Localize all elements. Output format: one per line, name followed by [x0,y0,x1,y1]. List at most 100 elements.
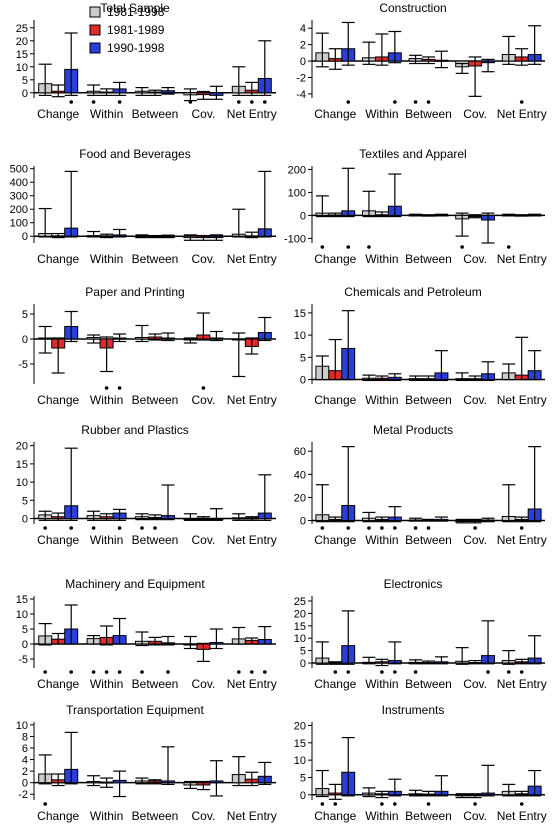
x-category-label: Within [365,393,398,407]
significance-dot [250,670,254,674]
panel-title: Machinery and Equipment [65,577,205,591]
x-category-label: Change [314,252,356,266]
x-category-label: Between [132,533,179,547]
significance-dot [519,100,524,104]
y-tick-label: 0 [300,210,306,222]
x-category-label: Change [37,533,79,547]
significance-dot [426,100,431,104]
y-tick-label: 15 [294,308,306,320]
legend-item: 1981-1998 [89,5,165,19]
x-category-label: Net Entry [227,107,277,121]
significance-dot [91,670,96,674]
y-tick-label: 300 [10,191,28,203]
legend-swatch [89,42,101,54]
x-category-label: Within [90,809,123,823]
panel-title: Electronics [384,577,443,591]
significance-dot [201,386,206,390]
y-tick-label: 0 [300,790,306,802]
x-category-label: Change [37,393,79,407]
significance-dot [104,670,109,674]
significance-dot [380,802,384,806]
panel: Paper and Printing -5 0 5 Change Within Betwee… [18,285,277,407]
y-tick-label: 10 [294,330,306,342]
significance-dot [104,386,109,390]
legend-label: 1981-1998 [107,5,165,19]
panel-title: Chemicals and Petroleum [344,285,481,299]
x-category-label: Change [37,809,79,823]
x-category-label: Between [132,393,179,407]
significance-dot [506,245,511,249]
x-category-label: Net Entry [227,252,277,266]
significance-dot [346,100,351,104]
y-tick-label: 15 [294,621,306,633]
x-category-label: Within [90,107,123,121]
x-category-label: Between [132,809,179,823]
x-category-label: Within [90,393,123,407]
significance-dot [380,526,384,530]
significance-dot [413,100,418,104]
panel: Metal Products 0 20 40 60 Change Within Between… [294,423,547,547]
x-category-label: Within [90,252,123,266]
y-tick-label: 60 [294,446,306,458]
panel-title: Rubber and Plastics [81,423,188,437]
y-tick-label: 2 [300,40,306,52]
legend-item: 1990-1998 [89,41,165,55]
x-category-label: Between [405,393,452,407]
x-category-label: Between [405,107,452,121]
y-tick-label: 40 [294,469,306,481]
significance-dot [320,245,325,249]
significance-dot [117,670,122,674]
y-tick-label: 10 [16,609,28,621]
x-category-label: Change [314,393,356,407]
y-tick-label: 10 [16,62,28,74]
y-tick-label: 0 [22,88,28,100]
significance-dot [393,670,397,674]
y-tick-label: 5 [300,352,306,364]
x-category-label: Within [365,809,398,823]
y-tick-label: 8 [22,731,28,743]
y-tick-label: 5 [300,772,306,784]
x-category-label: Between [405,677,452,691]
x-category-label: Cov. [463,393,487,407]
x-category-label: Net Entry [497,677,547,691]
x-category-label: Between [405,533,452,547]
significance-dot [413,526,418,530]
x-category-label: Within [90,677,123,691]
significance-dot [91,100,96,104]
significance-dot [426,802,431,806]
y-tick-label: 0 [22,231,28,243]
legend-label: 1990-1998 [107,41,165,55]
significance-dot [519,802,524,806]
significance-dot [153,526,157,530]
x-category-label: Change [314,533,356,547]
significance-dot [140,670,144,674]
x-category-label: Net Entry [497,107,547,121]
x-category-label: Cov. [192,393,216,407]
y-tick-label: 500 [10,164,28,176]
significance-dot [346,245,351,249]
x-category-label: Between [132,677,179,691]
significance-dot [426,526,431,530]
significance-dot [473,526,477,530]
significance-dot [188,100,193,104]
x-category-label: Net Entry [497,393,547,407]
panel: Machinery and Equipment -5 0 5 10 15 Change Wit… [16,577,277,691]
x-category-label: Within [365,252,398,266]
y-tick-label: 5 [22,624,28,636]
y-tick-label: 10 [16,477,28,489]
x-category-label: Between [405,809,452,823]
y-tick-label: 0 [300,516,306,528]
significance-dot [506,670,511,674]
y-tick-label: 15 [16,594,28,606]
x-category-label: Cov. [192,252,216,266]
significance-dot [237,100,241,104]
significance-dot [237,670,241,674]
y-tick-label: 25 [294,596,306,608]
legend-label: 1981-1989 [107,23,165,37]
significance-dot [320,802,325,806]
legend-swatch [89,6,101,18]
